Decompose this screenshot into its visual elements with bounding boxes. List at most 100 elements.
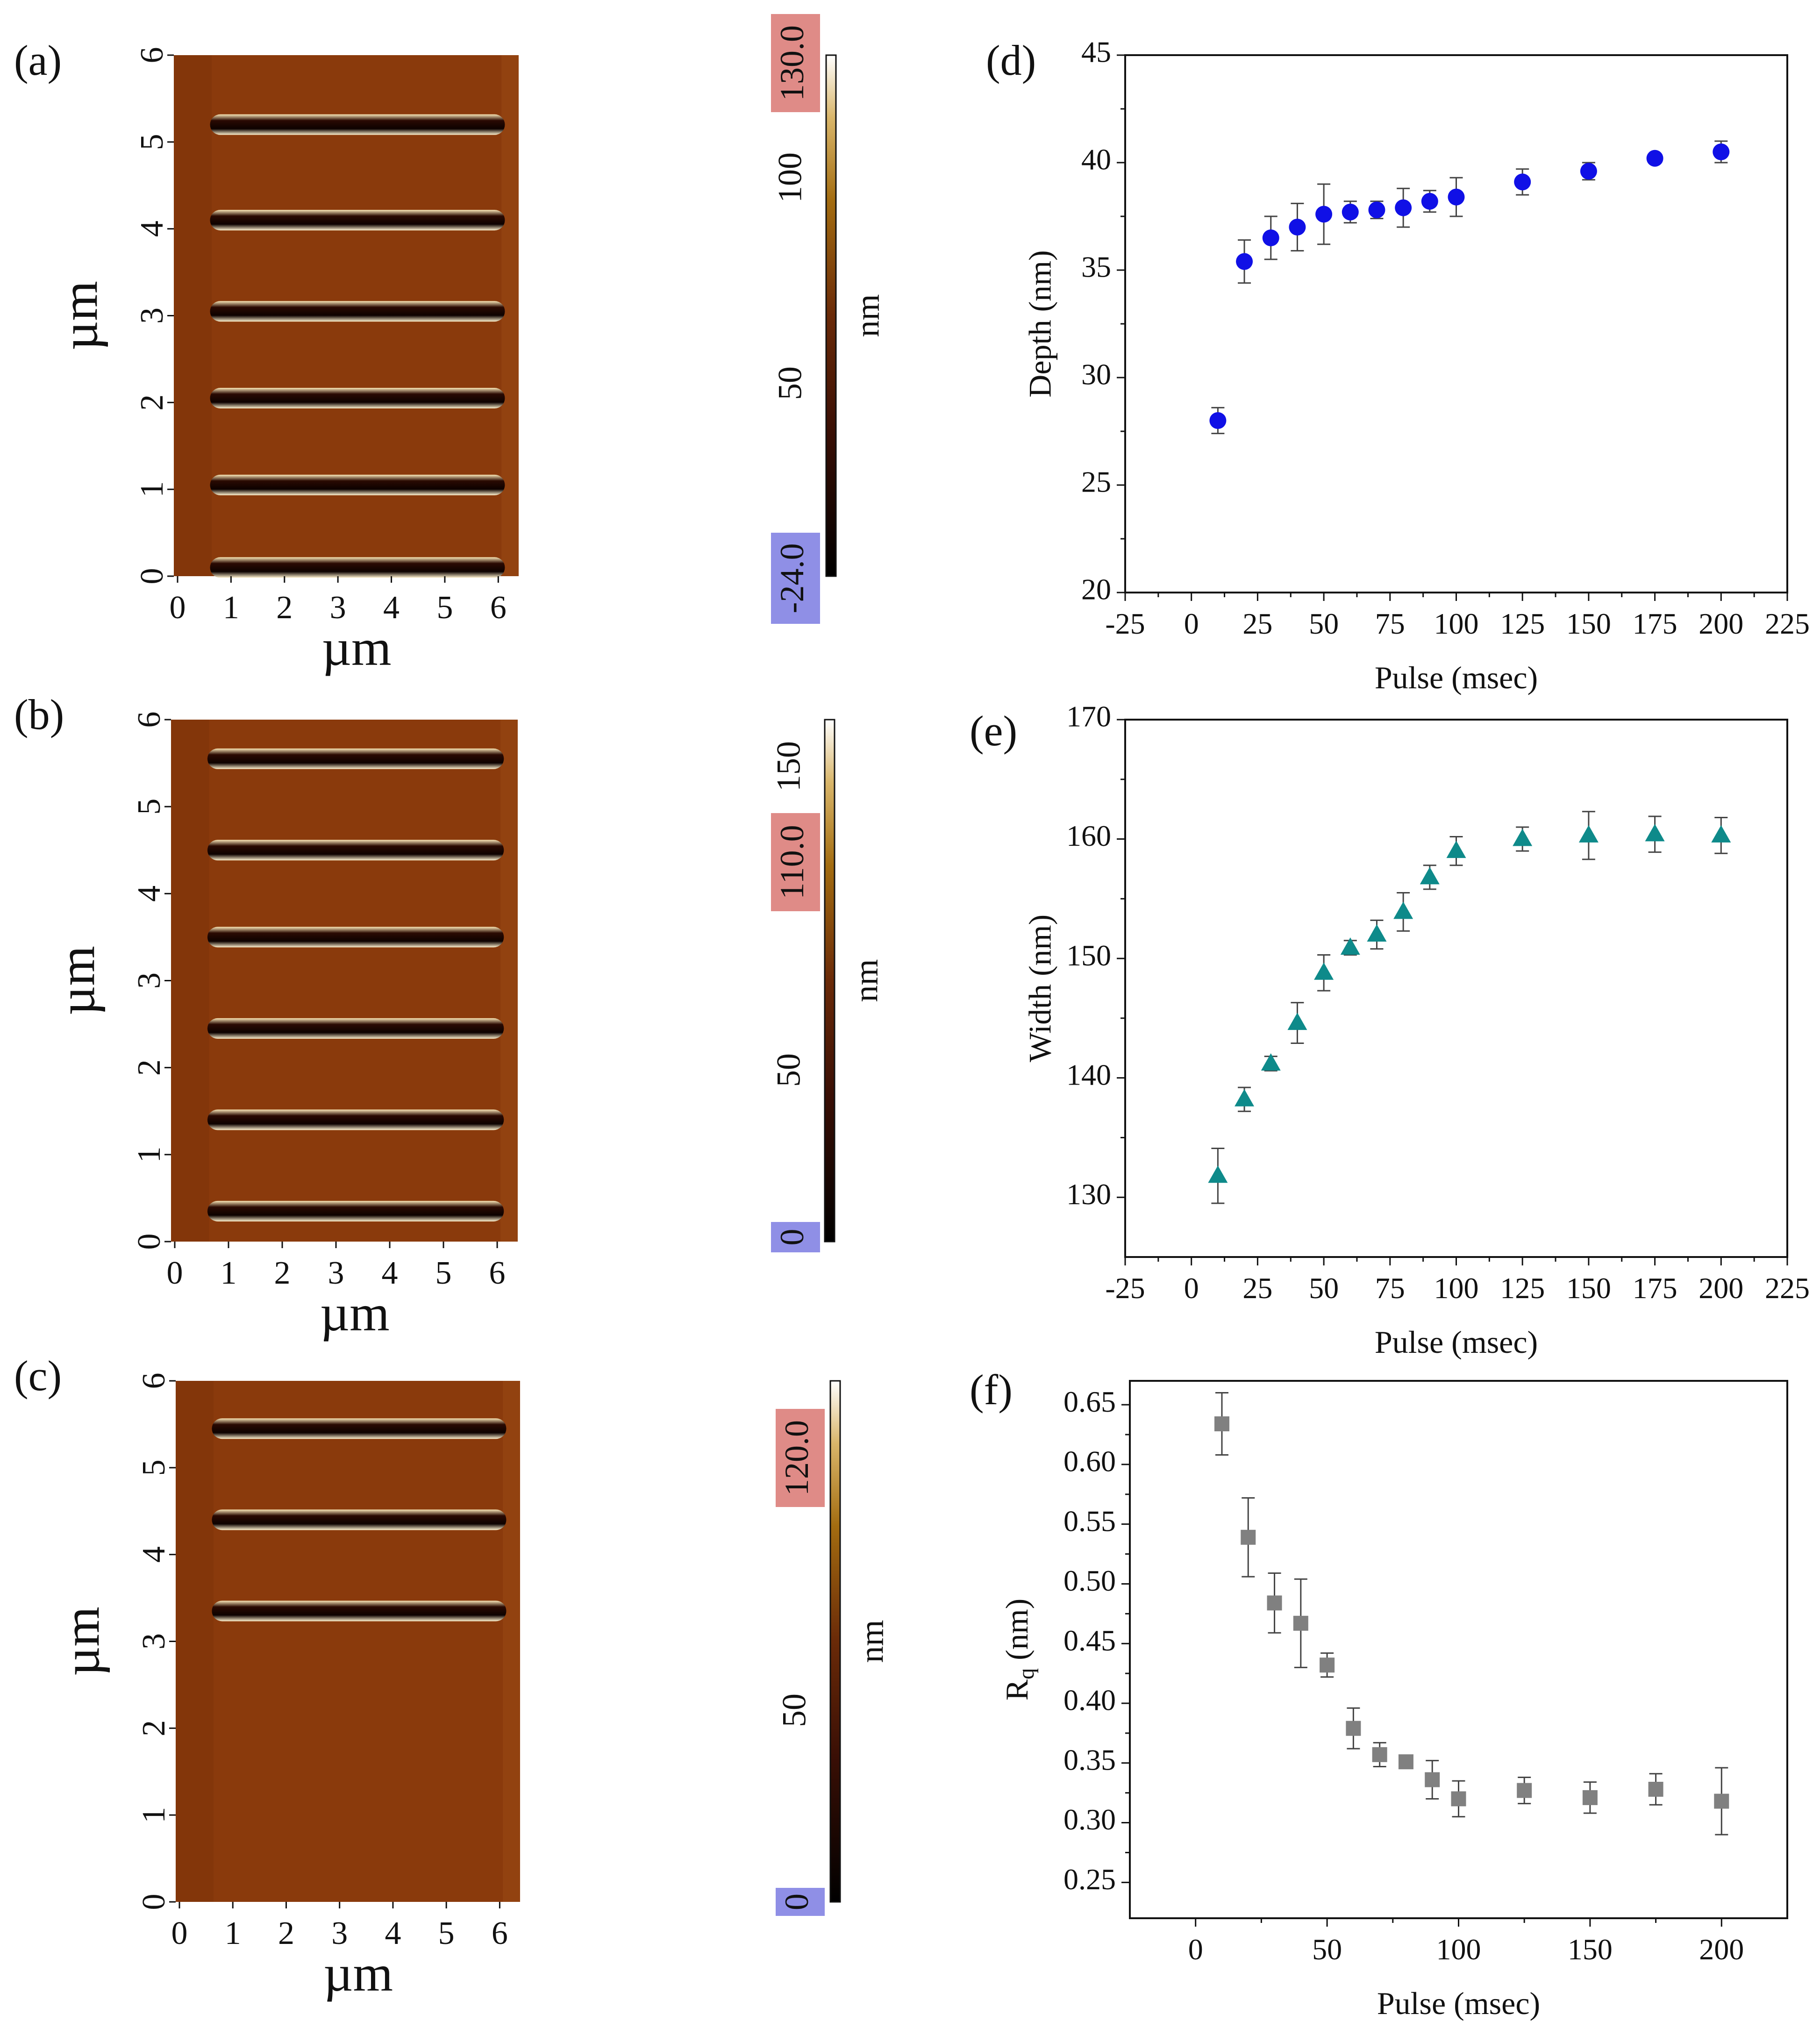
y-axis-label: µm xyxy=(48,946,105,1015)
x-tick-label: 5 xyxy=(435,1255,452,1291)
plot-frame xyxy=(1124,719,1788,1258)
y-tick-label: 0.50 xyxy=(1063,1564,1116,1597)
panel-label: (a) xyxy=(14,36,62,84)
afm-edge-shade xyxy=(171,720,209,1242)
colorbar-tick-label: 150 xyxy=(770,741,807,792)
trench-line xyxy=(212,1509,507,1530)
y-tick-label: 0 xyxy=(136,1894,172,1910)
afm-edge-shade xyxy=(501,55,519,576)
colorbar xyxy=(824,719,835,1243)
data-point xyxy=(1580,163,1597,180)
afm-edge-shade xyxy=(500,720,518,1242)
panel-label: (d) xyxy=(986,36,1036,84)
x-tick-label: 1 xyxy=(221,1255,237,1291)
x-tick-label: 200 xyxy=(1699,1272,1743,1305)
data-point xyxy=(1425,1772,1440,1787)
depth-chart: (d) -25 0 25 50 75 100 125 150 175 200 225 20 25 30 35 4… xyxy=(986,36,1810,695)
data-point xyxy=(1513,829,1533,846)
afm-edge-shade xyxy=(176,1381,214,1902)
trench-line xyxy=(210,474,505,495)
colorbar-max-label: 130.0 xyxy=(773,25,811,101)
trench-line xyxy=(207,748,504,769)
y-tick-label: 3 xyxy=(134,307,170,324)
roughness-chart: (f) 0 50 100 150 200 0.25 0.30 0.35 0.40 0.45 0.50 0… xyxy=(970,1366,1788,2021)
data-point xyxy=(1340,937,1360,955)
data-point xyxy=(1578,825,1599,843)
data-point xyxy=(1209,412,1227,429)
trench-line xyxy=(210,114,505,135)
data-point xyxy=(1208,1165,1228,1183)
data-point xyxy=(1420,867,1440,885)
x-tick-label: 0 xyxy=(171,1915,188,1951)
x-tick-label: 2 xyxy=(276,590,293,626)
x-tick-label: 3 xyxy=(331,1915,348,1951)
y-tick-label: 0 xyxy=(131,1234,167,1250)
x-tick-label: 150 xyxy=(1566,607,1611,640)
colorbar xyxy=(825,54,837,577)
trench-line xyxy=(207,840,504,861)
y-tick-label: 0.35 xyxy=(1063,1743,1116,1776)
x-tick-label: 100 xyxy=(1434,607,1479,640)
x-tick-label: 6 xyxy=(492,1915,508,1951)
colorbar-max-box xyxy=(771,14,820,112)
x-tick-label: 3 xyxy=(328,1255,344,1291)
data-point xyxy=(1645,824,1665,842)
y-tick-label: 1 xyxy=(134,481,170,498)
y-tick-label: 30 xyxy=(1081,358,1111,391)
colorbar-min-box xyxy=(776,1888,825,1916)
afm-panel-c: (c) 0 1 2 3 4 5 6 0 1 2 3 4 5 6 µm µm 120.0 0 50 nm xyxy=(14,1352,891,2002)
colorbar-max-label: 110.0 xyxy=(773,825,811,899)
y-tick-label: 20 xyxy=(1081,573,1111,606)
data-point xyxy=(1446,841,1466,858)
x-tick-label: -25 xyxy=(1105,1272,1145,1305)
x-tick-label: 50 xyxy=(1309,607,1339,640)
data-point xyxy=(1514,173,1531,191)
data-point xyxy=(1315,206,1333,223)
x-tick-label: 2 xyxy=(278,1915,294,1951)
x-tick-label: 6 xyxy=(490,590,507,626)
x-axis-label: Pulse (msec) xyxy=(1377,1986,1540,2021)
y-axis-label-sub: q xyxy=(1014,1668,1039,1679)
colorbar-tick-label: 50 xyxy=(770,1053,807,1087)
y-tick-label: 2 xyxy=(136,1720,172,1736)
colorbar-max-box xyxy=(776,1409,825,1507)
x-tick-label: 5 xyxy=(436,590,453,626)
data-point xyxy=(1261,1053,1281,1071)
x-axis-label: Pulse (msec) xyxy=(1375,1324,1538,1360)
y-tick-label: 0.25 xyxy=(1063,1863,1116,1896)
x-tick-label: 50 xyxy=(1312,1933,1342,1966)
y-tick-label: 160 xyxy=(1066,819,1111,852)
x-tick-label: 2 xyxy=(274,1255,291,1291)
colorbar-tick-label: 50 xyxy=(771,366,809,400)
x-axis-label: µm xyxy=(322,619,392,676)
data-point xyxy=(1517,1783,1532,1798)
x-tick-label: 4 xyxy=(382,1255,398,1291)
y-tick-label: 5 xyxy=(134,134,170,150)
plot-frame xyxy=(1124,54,1788,593)
y-tick-label: 5 xyxy=(131,799,167,815)
x-tick-label: 150 xyxy=(1566,1272,1611,1305)
data-point xyxy=(1267,1595,1282,1611)
afm-image xyxy=(171,720,518,1242)
plot-frame xyxy=(1129,1380,1788,1919)
x-tick-label: 225 xyxy=(1765,1272,1810,1305)
data-point xyxy=(1395,199,1412,216)
x-tick-label: 0 xyxy=(1184,607,1199,640)
data-point xyxy=(1393,901,1413,919)
colorbar-min-label: 0 xyxy=(773,1229,811,1246)
data-point xyxy=(1241,1529,1256,1545)
data-point xyxy=(1289,219,1306,236)
y-tick-label: 0.65 xyxy=(1063,1385,1116,1418)
x-tick-label: 75 xyxy=(1375,607,1405,640)
x-tick-label: 175 xyxy=(1633,607,1677,640)
colorbar-tick-label: 50 xyxy=(776,1693,813,1727)
y-tick-label: 170 xyxy=(1066,700,1111,733)
data-point xyxy=(1342,203,1359,221)
y-tick-label: 0.60 xyxy=(1063,1445,1116,1478)
colorbar-max-label: 120.0 xyxy=(778,1420,815,1496)
y-tick-label: 0.40 xyxy=(1063,1684,1116,1717)
y-tick-label: 6 xyxy=(131,712,167,728)
x-tick-label: 25 xyxy=(1242,607,1272,640)
